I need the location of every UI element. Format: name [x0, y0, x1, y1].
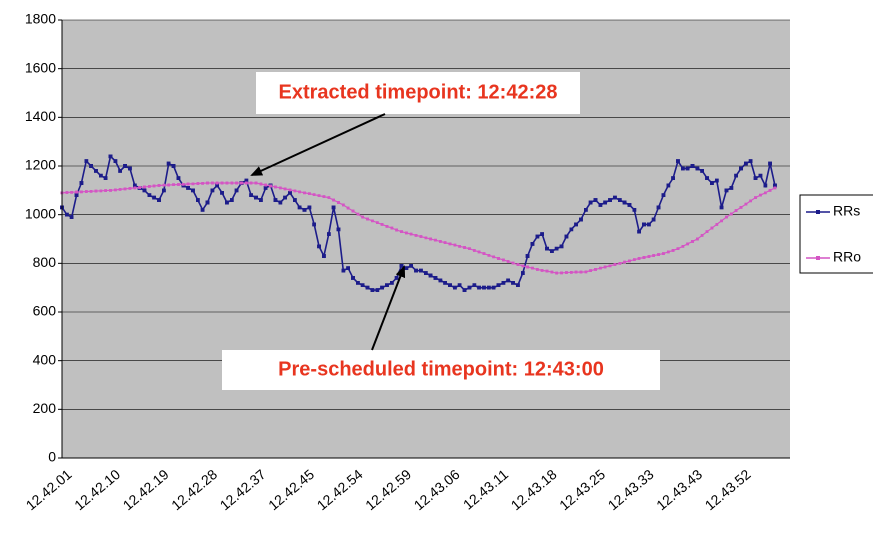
y-tick-label: 1800	[25, 11, 56, 27]
y-tick-label: 1400	[25, 108, 56, 124]
x-tick-label: 12.43.25	[556, 466, 608, 513]
x-tick-label: 12.43.43	[653, 466, 705, 513]
x-tick-label: 12.43.11	[460, 466, 511, 513]
series-line	[60, 181, 777, 275]
x-tick-label: 12.43.18	[508, 466, 560, 513]
x-tick-label: 12.43.33	[605, 466, 657, 513]
legend-label: RRo	[833, 249, 861, 265]
legend	[799, 194, 873, 274]
x-tick-label: 12.42.19	[120, 466, 172, 513]
annotation: Extracted timepoint: 12:42:28	[279, 81, 558, 103]
legend-marker	[816, 256, 820, 260]
x-tick-label: 12.42.10	[71, 466, 123, 513]
y-tick-label: 400	[33, 351, 57, 367]
x-tick-label: 12.42.45	[265, 466, 317, 513]
arrow	[250, 113, 386, 176]
legend-marker	[816, 210, 820, 214]
x-tick-label: 12.43.52	[702, 466, 754, 513]
x-tick-label: 12.43.06	[411, 466, 463, 513]
y-tick-label: 1000	[25, 205, 56, 221]
y-tick-label: 200	[33, 400, 57, 416]
legend-label: RRs	[833, 203, 860, 219]
x-tick-label: 12.42.01	[23, 466, 75, 513]
x-tick-label: 12.42.59	[362, 466, 414, 513]
y-tick-label: 0	[48, 449, 56, 465]
x-tick-label: 12.42.54	[314, 466, 366, 513]
annotation-box	[222, 350, 660, 390]
annotation-box	[256, 72, 580, 114]
x-tick-label: 12.42.28	[168, 466, 220, 513]
y-tick-label: 800	[33, 254, 57, 270]
y-tick-label: 1200	[25, 157, 56, 173]
y-tick-label: 600	[33, 303, 57, 319]
y-tick-label: 1600	[25, 59, 56, 75]
arrow	[371, 265, 406, 351]
x-tick-label: 12.42.37	[217, 466, 269, 513]
annotation: Pre-scheduled timepoint: 12:43:00	[278, 358, 604, 380]
